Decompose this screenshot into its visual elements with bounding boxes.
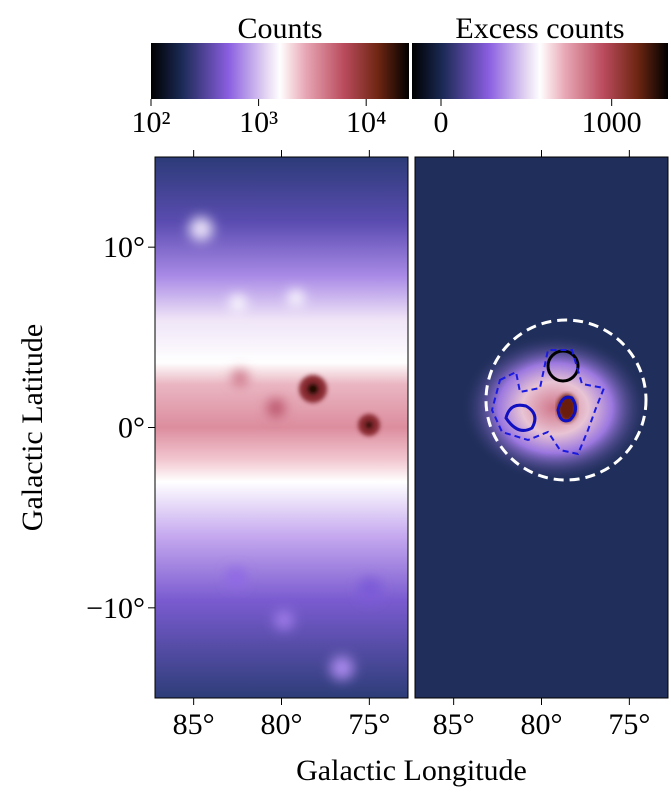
y-axis-label: Galactic Latitude bbox=[16, 324, 49, 531]
excess-map bbox=[415, 157, 668, 698]
y-tick-label: 10° bbox=[103, 231, 145, 264]
x-tick-label: 75° bbox=[608, 708, 650, 741]
colorbar-label: Counts bbox=[237, 12, 322, 45]
x-tick-label: 85° bbox=[173, 708, 215, 741]
colorbar-tick-label: 10⁴ bbox=[346, 106, 386, 139]
colorbar bbox=[151, 43, 409, 99]
colorbar bbox=[412, 43, 668, 99]
colorbar-label: Excess counts bbox=[455, 12, 624, 45]
x-tick-label: 80° bbox=[521, 708, 563, 741]
colorbar-tick-label: 0 bbox=[434, 106, 449, 139]
colorbar-tick-label: 1000 bbox=[582, 106, 642, 139]
x-axis-label: Galactic Longitude bbox=[296, 754, 527, 787]
counts-map bbox=[155, 157, 408, 698]
x-tick-label: 80° bbox=[261, 708, 303, 741]
colorbar-tick-label: 10² bbox=[132, 106, 171, 139]
y-tick-label: −10° bbox=[86, 592, 145, 625]
x-tick-label: 75° bbox=[348, 708, 390, 741]
colorbar-tick-label: 10³ bbox=[239, 106, 278, 139]
x-tick-label: 85° bbox=[433, 708, 475, 741]
y-tick-label: 0° bbox=[118, 412, 145, 445]
